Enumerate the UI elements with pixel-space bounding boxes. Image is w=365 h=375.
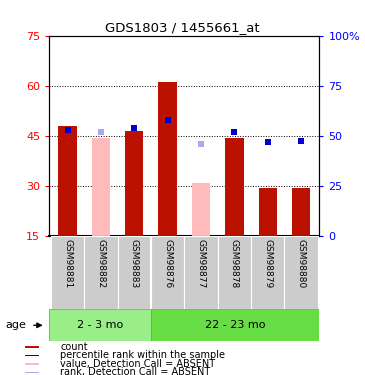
Bar (158, 82, 177, 236)
Text: age: age (5, 320, 26, 330)
Text: 22 - 23 mo: 22 - 23 mo (205, 320, 265, 330)
Bar (192, 183, 210, 236)
Text: GDS1803 / 1455661_at: GDS1803 / 1455661_at (105, 21, 260, 34)
Bar (25, 355, 39, 356)
Bar (25, 372, 39, 374)
Text: count: count (60, 342, 88, 352)
Text: GSM98881: GSM98881 (63, 239, 72, 288)
Bar (151, 236, 184, 309)
Text: percentile rank within the sample: percentile rank within the sample (60, 351, 225, 360)
Bar (84, 236, 118, 309)
Bar (92, 138, 110, 236)
Bar (51, 236, 84, 309)
Bar (184, 236, 218, 309)
Text: GSM98877: GSM98877 (196, 239, 205, 288)
Text: GSM98882: GSM98882 (96, 239, 105, 288)
Bar (284, 236, 318, 309)
Bar (251, 236, 284, 309)
Text: value, Detection Call = ABSENT: value, Detection Call = ABSENT (60, 359, 215, 369)
Text: GSM98876: GSM98876 (163, 239, 172, 288)
Bar (58, 126, 77, 236)
Bar (258, 188, 277, 236)
Text: GSM98880: GSM98880 (296, 239, 306, 288)
Text: 2 - 3 mo: 2 - 3 mo (77, 320, 123, 330)
Bar (292, 188, 310, 236)
Text: rank, Detection Call = ABSENT: rank, Detection Call = ABSENT (60, 368, 210, 375)
Bar (225, 138, 243, 236)
Bar (218, 236, 251, 309)
Bar (151, 309, 319, 341)
Bar (25, 363, 39, 365)
Bar (118, 236, 151, 309)
Text: GSM98883: GSM98883 (130, 239, 139, 288)
Bar (49, 309, 151, 341)
Bar (25, 346, 39, 348)
Bar (125, 131, 143, 236)
Text: GSM98878: GSM98878 (230, 239, 239, 288)
Text: GSM98879: GSM98879 (263, 239, 272, 288)
